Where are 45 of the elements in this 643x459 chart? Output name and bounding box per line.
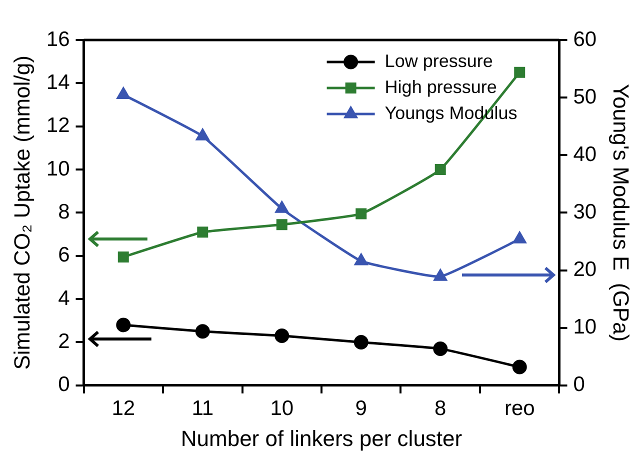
point xyxy=(433,341,448,356)
y2-tick-label: 50 xyxy=(573,85,597,108)
y2-tick-label: 0 xyxy=(573,373,585,396)
point xyxy=(434,164,446,176)
y2-tick-label: 20 xyxy=(573,258,597,282)
point xyxy=(512,360,527,374)
point xyxy=(118,251,129,262)
y-tick-label: 14 xyxy=(46,70,70,94)
point xyxy=(274,328,290,343)
y-tick-label: 8 xyxy=(58,200,70,224)
y2-tick-label: 10 xyxy=(573,316,597,339)
point xyxy=(197,226,208,238)
y2-tick-label: 60 xyxy=(573,28,597,51)
y-tick-label: 2 xyxy=(58,330,70,354)
y2-axis-title: Young's Modulus E (GPa) xyxy=(608,84,634,342)
y-tick-label: 4 xyxy=(58,286,70,310)
y-tick-label: 12 xyxy=(46,114,70,138)
y2-tick-label: 40 xyxy=(573,142,597,166)
point xyxy=(195,324,210,339)
x-tick-label: 8 xyxy=(434,396,446,420)
y-tick-label: 6 xyxy=(58,244,70,267)
y-tick-label: 0 xyxy=(58,373,70,396)
y-tick-label: 10 xyxy=(46,157,70,180)
point xyxy=(354,334,368,350)
x-tick-label: 12 xyxy=(112,396,136,420)
point xyxy=(356,208,367,220)
x-tick-label: 10 xyxy=(270,396,294,420)
legend-label: Low pressure xyxy=(384,50,493,71)
x-tick-label: 9 xyxy=(355,396,367,420)
point xyxy=(514,66,526,78)
point xyxy=(434,269,447,281)
x-tick-label: reo xyxy=(504,396,535,420)
point xyxy=(196,128,210,140)
x-axis-title: Number of linkers per cluster xyxy=(180,426,462,451)
y-axis-title: Simulated CO₂ Uptake (mmol/g) xyxy=(9,56,34,370)
y2-tick-label: 30 xyxy=(573,200,597,224)
x-tick-label: 11 xyxy=(192,396,214,420)
point xyxy=(116,87,130,99)
point xyxy=(275,201,288,213)
legend-label: High pressure xyxy=(384,76,497,97)
point xyxy=(513,232,526,244)
point xyxy=(354,254,368,266)
point xyxy=(116,318,131,332)
y-tick-label: 16 xyxy=(46,28,70,51)
point xyxy=(276,219,288,230)
